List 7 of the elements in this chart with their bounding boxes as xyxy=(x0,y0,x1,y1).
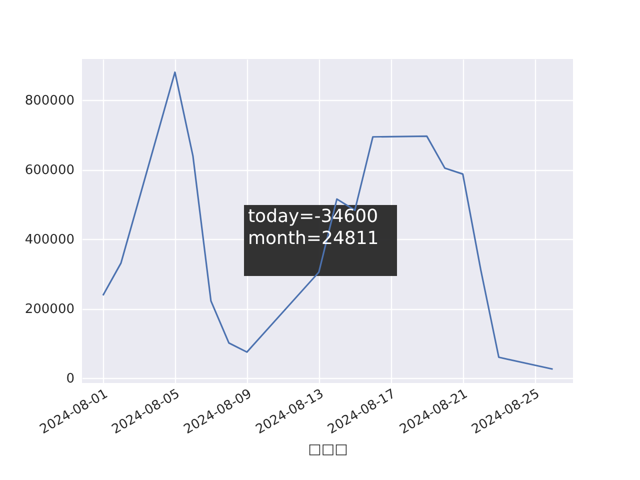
y-tick-label: 400000 xyxy=(24,232,74,248)
line-series xyxy=(102,71,554,370)
x-axis-title: □□□ xyxy=(308,442,348,458)
y-tick-label: 800000 xyxy=(24,94,74,109)
y-tick-label: 0 xyxy=(66,372,74,387)
y-tick-label: 600000 xyxy=(24,163,74,178)
y-tick-label: 200000 xyxy=(24,302,74,318)
